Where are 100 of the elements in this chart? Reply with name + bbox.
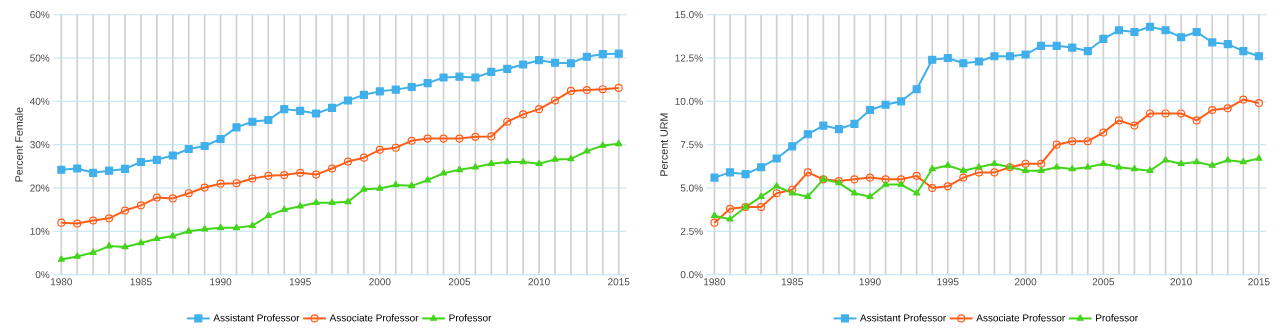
point	[343, 96, 353, 105]
point	[168, 194, 177, 203]
point	[1099, 128, 1108, 137]
point	[1037, 159, 1046, 168]
point	[897, 180, 905, 187]
point	[248, 117, 257, 126]
point	[959, 166, 967, 173]
point	[788, 185, 797, 194]
x-tick-label: 2015	[608, 278, 630, 286]
point	[423, 134, 432, 143]
point	[710, 218, 719, 227]
point	[519, 60, 528, 69]
point	[391, 143, 400, 152]
point	[551, 155, 559, 162]
x-tick-label: 2010	[1170, 278, 1192, 286]
point	[200, 183, 209, 192]
point	[168, 151, 177, 160]
point	[1239, 46, 1248, 56]
point	[392, 180, 400, 188]
point	[264, 171, 273, 180]
point	[120, 206, 130, 215]
point	[487, 159, 495, 166]
point	[1192, 116, 1201, 125]
point	[89, 168, 98, 177]
point	[73, 164, 82, 173]
y-tick-label: 60%	[30, 11, 50, 19]
point	[1021, 166, 1030, 173]
point	[439, 73, 448, 82]
point	[598, 49, 607, 59]
point	[912, 171, 921, 180]
point	[216, 179, 225, 188]
point	[1114, 116, 1123, 125]
point	[865, 105, 875, 114]
point	[741, 170, 750, 179]
point	[439, 134, 448, 143]
point	[232, 223, 241, 231]
point	[850, 189, 859, 196]
y-tick-label: 15.0%	[675, 11, 703, 19]
point	[455, 134, 464, 143]
point	[1208, 38, 1217, 47]
point	[105, 166, 114, 175]
point	[1053, 163, 1061, 170]
legend-label: Assistant Professor	[860, 314, 946, 322]
point	[487, 67, 496, 76]
point	[582, 52, 591, 61]
point	[1005, 52, 1015, 61]
point	[73, 252, 81, 259]
x-tick-label: 2010	[528, 278, 550, 286]
point	[1208, 161, 1216, 168]
point	[1052, 140, 1061, 149]
point	[975, 163, 983, 170]
point	[1099, 159, 1107, 166]
point	[439, 169, 448, 176]
point	[1130, 121, 1139, 130]
point	[788, 189, 796, 196]
x-tick-label: 2000	[369, 278, 391, 286]
point	[312, 198, 320, 205]
point	[928, 183, 937, 192]
point	[1177, 159, 1185, 166]
point	[296, 168, 305, 177]
point	[550, 96, 560, 105]
point	[503, 157, 511, 165]
point	[1193, 157, 1201, 165]
point	[881, 175, 890, 184]
point	[772, 154, 781, 163]
point	[803, 130, 812, 139]
y-tick-label: 50%	[30, 54, 50, 62]
point	[136, 201, 145, 210]
legend-label: Associate Professor	[976, 314, 1065, 322]
point	[725, 204, 735, 213]
point	[773, 182, 781, 189]
point	[757, 192, 765, 199]
x-tick-label: 1985	[130, 278, 152, 286]
point	[615, 139, 623, 147]
point	[1115, 163, 1123, 170]
point	[726, 215, 734, 222]
point	[913, 189, 921, 196]
point	[1068, 137, 1077, 146]
point	[360, 185, 368, 192]
point	[359, 90, 368, 99]
point	[819, 121, 828, 130]
point	[519, 157, 527, 165]
point	[1161, 156, 1170, 163]
point	[312, 170, 321, 179]
point	[535, 105, 544, 114]
legend-label: Professor	[1096, 314, 1138, 322]
point	[1223, 104, 1232, 113]
y-tick-label: 7.5%	[680, 141, 703, 149]
point	[280, 205, 288, 212]
point	[990, 168, 999, 177]
point	[503, 117, 512, 126]
point	[471, 163, 479, 170]
point	[201, 225, 209, 232]
point	[376, 184, 384, 191]
point	[944, 161, 952, 168]
legend-label: Associate Professor	[329, 314, 419, 322]
x-tick-label: 2000	[1014, 278, 1037, 286]
point	[1254, 52, 1263, 61]
point	[57, 255, 65, 262]
point	[121, 242, 129, 250]
